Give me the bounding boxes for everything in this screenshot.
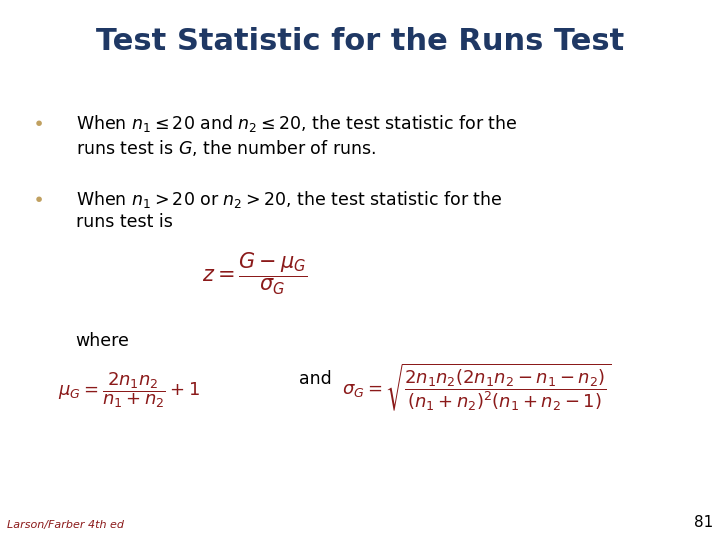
Text: $z = \dfrac{G - \mu_G}{\sigma_G}$: $z = \dfrac{G - \mu_G}{\sigma_G}$ [202, 251, 307, 297]
Text: 81: 81 [693, 515, 713, 530]
Text: $\sigma_G = \sqrt{\dfrac{2n_1 n_2(2n_1 n_2 - n_1 - n_2)}{(n_1 + n_2)^2(n_1 + n_2: $\sigma_G = \sqrt{\dfrac{2n_1 n_2(2n_1 n… [342, 362, 611, 414]
Text: $\mu_G = \dfrac{2n_1 n_2}{n_1 + n_2} + 1$: $\mu_G = \dfrac{2n_1 n_2}{n_1 + n_2} + 1… [58, 370, 199, 409]
Text: where: where [76, 332, 130, 350]
Text: and: and [299, 370, 331, 388]
Text: $\bullet$: $\bullet$ [32, 187, 43, 207]
Text: When $n_1 > 20$ or $n_2 > 20$, the test statistic for the: When $n_1 > 20$ or $n_2 > 20$, the test … [76, 189, 503, 210]
Text: $\bullet$: $\bullet$ [32, 112, 43, 131]
Text: Larson/Farber 4th ed: Larson/Farber 4th ed [7, 520, 125, 530]
Text: Test Statistic for the Runs Test: Test Statistic for the Runs Test [96, 27, 624, 56]
Text: runs test is $\mathit{G}$, the number of runs.: runs test is $\mathit{G}$, the number of… [76, 138, 376, 158]
Text: When $n_1 \leq 20$ and $n_2 \leq 20$, the test statistic for the: When $n_1 \leq 20$ and $n_2 \leq 20$, th… [76, 113, 517, 134]
Text: runs test is: runs test is [76, 213, 173, 231]
